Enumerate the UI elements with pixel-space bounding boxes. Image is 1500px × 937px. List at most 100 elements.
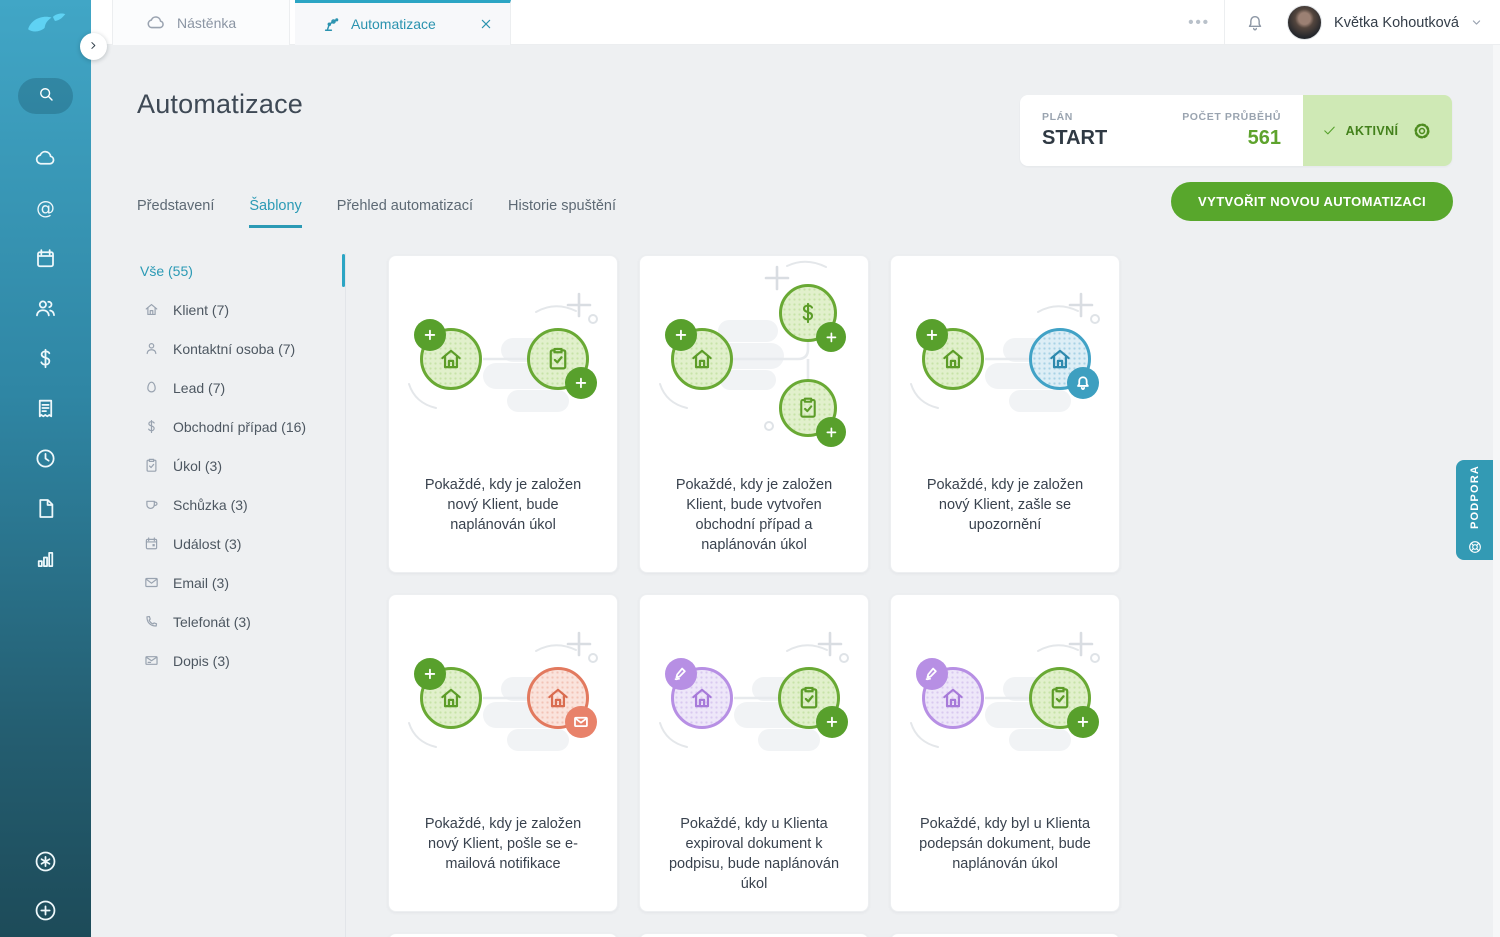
task-icon — [143, 457, 160, 474]
status-badge: AKTIVNÍ — [1345, 123, 1399, 138]
gear-icon[interactable] — [1411, 120, 1433, 142]
sidebar-item-calendar[interactable] — [0, 236, 91, 286]
tab-nastenka[interactable]: Nástěnka — [112, 0, 290, 45]
plus-badge-icon — [565, 367, 597, 399]
more-options-button[interactable]: ••• — [1188, 14, 1211, 31]
sidebar-item-contacts-at[interactable]: @ — [0, 186, 91, 236]
tab-label: Nástěnka — [177, 14, 237, 31]
template-card-partial[interactable] — [890, 933, 1120, 937]
filter-vse[interactable]: Vše (55) — [137, 251, 345, 290]
cloud-icon — [33, 146, 58, 176]
tab-prehled-automatizaci[interactable]: Přehled automatizací — [336, 198, 474, 214]
user-name[interactable]: Květka Kohoutková — [1334, 14, 1459, 31]
calendar-icon — [33, 246, 58, 276]
card-description: Pokaždé, kdy je založen nový Klient, poš… — [424, 816, 582, 872]
plus-badge-icon — [414, 319, 446, 351]
filter-obchodni-pripad[interactable]: Obchodní případ (16) — [137, 407, 345, 446]
trigger-node-home — [420, 667, 482, 729]
plus-circle-icon — [33, 898, 58, 928]
sidebar-item-history[interactable] — [0, 436, 91, 486]
card-description: Pokaždé, kdy je založen Klient, bude vyt… — [675, 477, 833, 553]
topbar: Nástěnka Automatizace ••• Květka Kohoutk… — [91, 0, 1500, 45]
document-icon — [33, 496, 58, 526]
filter-udalost[interactable]: Událost (3) — [137, 524, 345, 563]
runs-block: POČET PRŮBĚHŮ 561 — [1182, 111, 1281, 150]
close-icon[interactable] — [478, 16, 494, 32]
people-icon — [33, 296, 58, 326]
topbar-divider — [1224, 0, 1226, 45]
chevron-down-icon[interactable] — [1469, 15, 1484, 30]
template-card[interactable]: Pokaždé, kdy je založen Klient, bude vyt… — [639, 255, 869, 573]
tab-historie-spusteni[interactable]: Historie spuštění — [508, 198, 617, 214]
bar-chart-icon — [33, 546, 58, 576]
card-description: Pokaždé, kdy byl u Klienta podepsán doku… — [919, 816, 1091, 872]
filter-dopis[interactable]: Dopis (3) — [137, 641, 345, 680]
filter-label: Dopis (3) — [173, 652, 230, 669]
filter-label: Schůzka (3) — [173, 496, 248, 513]
create-automation-button[interactable]: VYTVOŘIT NOVOU AUTOMATIZACI — [1171, 182, 1453, 221]
search-button[interactable] — [18, 78, 73, 114]
runs-label: POČET PRŮBĚHŮ — [1182, 111, 1281, 123]
svg-text:@: @ — [36, 198, 55, 219]
filter-email[interactable]: Email (3) — [137, 563, 345, 602]
chevron-right-icon — [87, 39, 100, 55]
main-content: Automatizace PLÁN START POČET PRŮBĚHŮ 56… — [91, 45, 1500, 937]
plus-badge-icon — [916, 319, 948, 351]
sidebar-item-deals[interactable] — [0, 336, 91, 386]
asterisk-circle-icon — [33, 849, 58, 879]
filter-klient[interactable]: Klient (7) — [137, 290, 345, 329]
filter-kontaktni-osoba[interactable]: Kontaktní osoba (7) — [137, 329, 345, 368]
templates-grid: Pokaždé, kdy je založen nový Klient, bud… — [388, 255, 1120, 937]
at-icon: @ — [33, 196, 58, 226]
template-card[interactable]: Pokaždé, kdy je založen nový Klient, zaš… — [890, 255, 1120, 573]
plus-badge-icon — [816, 706, 848, 738]
filter-lead[interactable]: Lead (7) — [137, 368, 345, 407]
filter-label: Lead (7) — [173, 379, 226, 396]
tab-predstaveni[interactable]: Představení — [137, 198, 215, 214]
invoice-icon — [33, 396, 58, 426]
raynet-logo — [24, 10, 68, 40]
phone-icon — [143, 613, 160, 630]
template-card[interactable]: Pokaždé, kdy je založen nový Klient, poš… — [388, 594, 618, 912]
sidebar-item-invoices[interactable] — [0, 386, 91, 436]
status-toggle[interactable]: AKTIVNÍ — [1303, 95, 1452, 166]
sidebar-item-reports[interactable] — [0, 536, 91, 586]
plus-badge-icon — [414, 658, 446, 690]
sidebar-item-documents[interactable] — [0, 486, 91, 536]
tab-sablony[interactable]: Šablony — [249, 198, 302, 228]
template-card[interactable]: Pokaždé, kdy byl u Klienta podepsán doku… — [890, 594, 1120, 912]
filter-label: Událost (3) — [173, 535, 242, 552]
check-icon — [1322, 123, 1337, 138]
user-avatar[interactable] — [1287, 5, 1323, 40]
filter-telefonat[interactable]: Telefonát (3) — [137, 602, 345, 641]
sidebar-item-clients[interactable] — [0, 286, 91, 336]
filter-label: Kontaktní osoba (7) — [173, 340, 296, 357]
card-description: Pokaždé, kdy u Klienta expiroval dokumen… — [668, 816, 840, 892]
card-description: Pokaždé, kdy je založen nový Klient, zaš… — [926, 477, 1084, 533]
sidebar-expand-button[interactable] — [80, 33, 107, 60]
bell-badge-icon — [1067, 367, 1099, 399]
template-card-partial[interactable] — [388, 933, 618, 937]
template-card[interactable]: Pokaždé, kdy u Klienta expiroval dokumen… — [639, 594, 869, 912]
notifications-bell-icon[interactable] — [1245, 13, 1265, 33]
sidebar-nav: @ — [0, 136, 91, 586]
card-illustration — [640, 595, 868, 802]
tab-automatizace[interactable]: Automatizace — [295, 0, 511, 45]
filter-schuzka[interactable]: Schůzka (3) — [137, 485, 345, 524]
template-card-partial[interactable] — [639, 933, 869, 937]
support-label: PODPORA — [1468, 465, 1481, 530]
sidebar-item-add[interactable] — [0, 888, 91, 937]
plan-stats: PLÁN START POČET PRŮBĚHŮ 561 — [1020, 95, 1303, 166]
scrollbar-track[interactable] — [1493, 45, 1500, 937]
filter-label: Obchodní případ (16) — [173, 418, 307, 435]
plus-badge-icon — [816, 322, 846, 352]
card-description: Pokaždé, kdy je založen nový Klient, bud… — [424, 477, 582, 533]
template-card[interactable]: Pokaždé, kdy je založen nový Klient, bud… — [388, 255, 618, 573]
sidebar-item-whats-new[interactable] — [0, 839, 91, 888]
sidebar-item-dashboard[interactable] — [0, 136, 91, 186]
filter-label: Klient (7) — [173, 301, 230, 318]
filter-ukol[interactable]: Úkol (3) — [137, 446, 345, 485]
support-tab[interactable]: PODPORA — [1456, 460, 1493, 560]
meeting-cup-icon — [143, 496, 160, 513]
